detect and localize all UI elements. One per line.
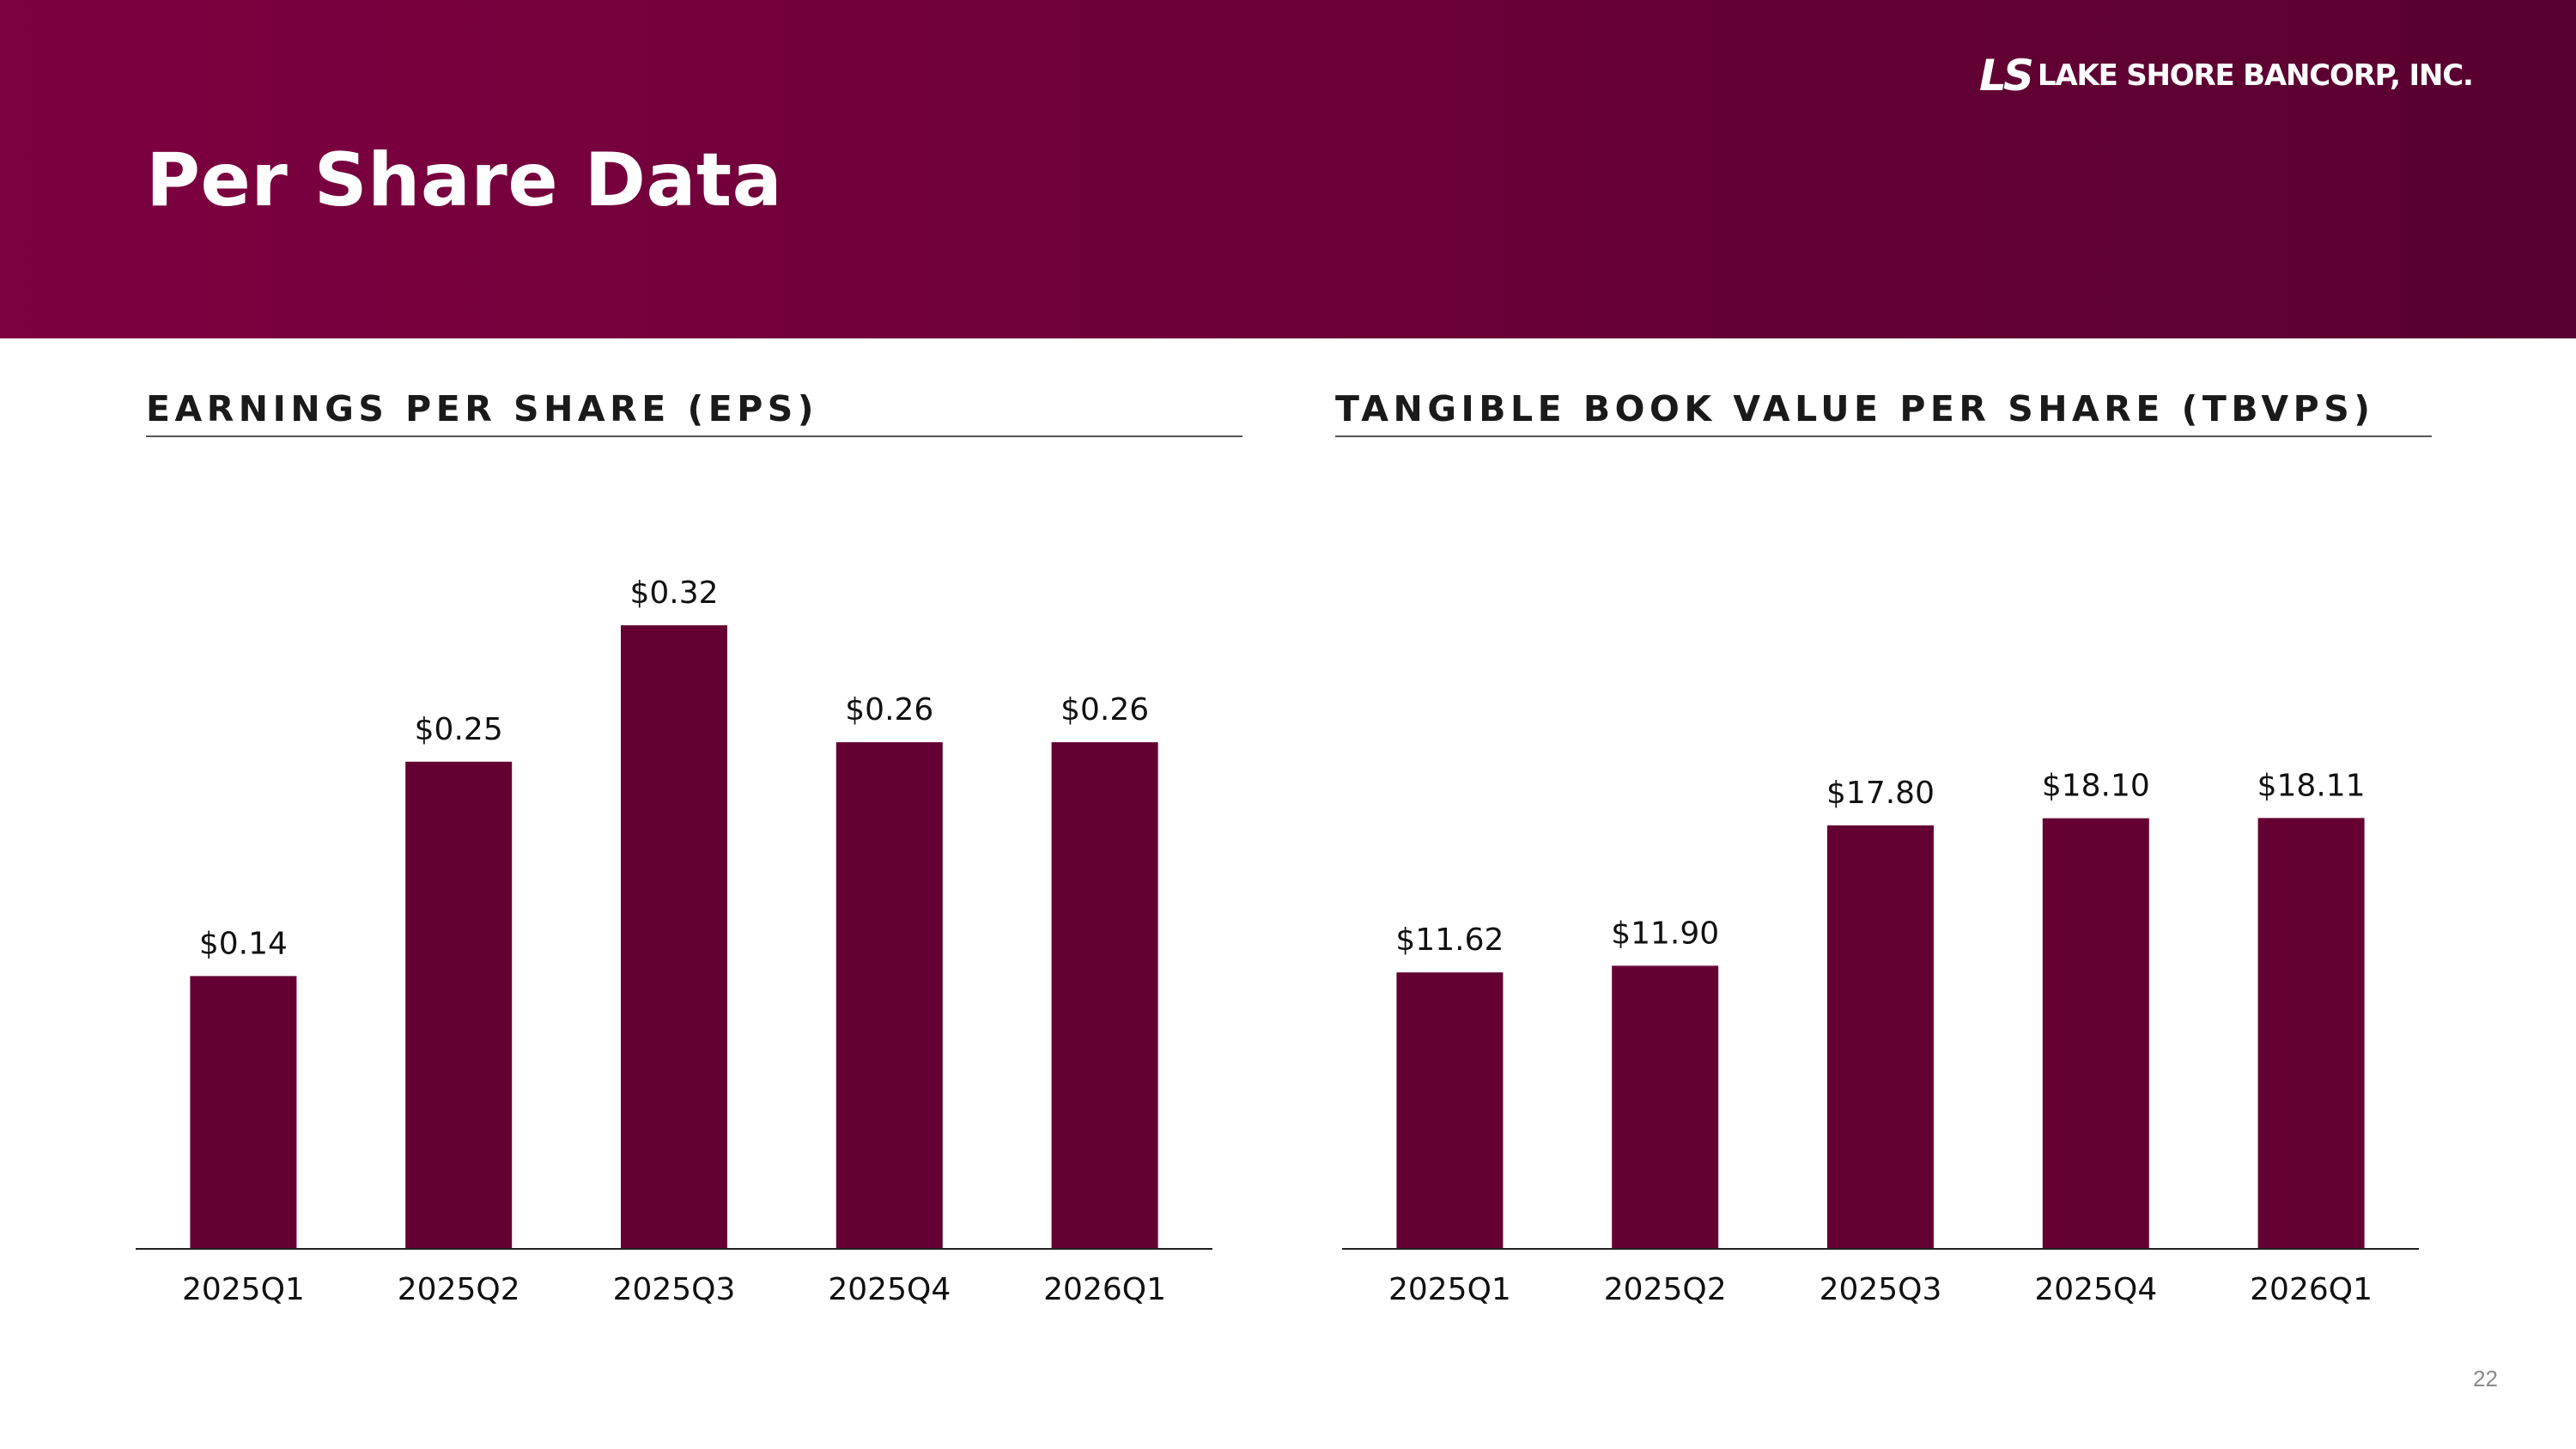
tbvps-bar-2025q2 xyxy=(1612,965,1719,1249)
eps-bar-2025q4 xyxy=(835,742,943,1249)
tbvps-chart: $11.62 2025Q1 $11.90 2025Q2 $17.80 2025Q3 $18.… xyxy=(1342,768,2419,1307)
tbvps-bar-2025q4 xyxy=(2042,818,2149,1249)
tbvps-chart-title: TANGIBLE BOOK VALUE PER SHARE (TBVPS) xyxy=(1335,388,2375,429)
eps-title-rule xyxy=(146,435,1242,437)
eps-x-tick-label: 2025Q2 xyxy=(398,1272,520,1307)
company-logo: LS LAKE SHORE BANCORP, INC. xyxy=(1979,50,2474,101)
eps-chart-title: EARNINGS PER SHARE (EPS) xyxy=(146,388,819,429)
eps-chart: $0.14 2025Q1 $0.25 2025Q2 $0.32 2025Q3 $0.26 20… xyxy=(136,575,1212,1307)
tbvps-bar-2025q3 xyxy=(1827,825,1934,1249)
eps-data-label: $0.26 xyxy=(1060,692,1149,728)
tbvps-x-tick-label: 2025Q4 xyxy=(2034,1272,2157,1307)
eps-bar-2025q2 xyxy=(405,761,513,1249)
logo-text: LAKE SHORE BANCORP, INC. xyxy=(2037,58,2474,93)
tbvps-x-tick-label: 2025Q2 xyxy=(1604,1272,1727,1307)
eps-data-label: $0.26 xyxy=(845,692,933,728)
eps-bar-2025q1 xyxy=(190,976,297,1249)
tbvps-x-tick-label: 2026Q1 xyxy=(2250,1272,2372,1307)
eps-x-tick-label: 2025Q4 xyxy=(828,1272,951,1307)
header-banner: LS LAKE SHORE BANCORP, INC. Per Share Da… xyxy=(0,0,2576,338)
tbvps-data-label: $18.11 xyxy=(2257,768,2366,803)
tbvps-bar-2025q1 xyxy=(1396,972,1504,1249)
tbvps-x-tick-label: 2025Q1 xyxy=(1388,1272,1511,1307)
tbvps-bar-2026q1 xyxy=(2257,818,2365,1249)
eps-bar-2026q1 xyxy=(1051,742,1158,1249)
eps-data-label: $0.32 xyxy=(629,575,718,611)
tbvps-x-tick-label: 2025Q3 xyxy=(1820,1272,1942,1307)
tbvps-data-label: $17.80 xyxy=(1826,776,1935,811)
eps-data-label: $0.14 xyxy=(199,926,288,961)
page-title: Per Share Data xyxy=(146,137,783,223)
tbvps-data-label: $18.10 xyxy=(2042,769,2150,804)
tbvps-title-rule xyxy=(1335,435,2432,437)
eps-x-tick-label: 2025Q3 xyxy=(613,1272,736,1307)
eps-x-tick-label: 2025Q1 xyxy=(182,1272,305,1307)
tbvps-data-label: $11.90 xyxy=(1611,916,1719,951)
page-number: 22 xyxy=(2473,1366,2498,1391)
eps-data-label: $0.25 xyxy=(415,712,503,747)
tbvps-data-label: $11.62 xyxy=(1395,922,1504,958)
logo-mark: LS xyxy=(1979,51,2034,100)
eps-x-tick-label: 2026Q1 xyxy=(1043,1272,1166,1307)
eps-bar-2025q3 xyxy=(621,625,727,1249)
